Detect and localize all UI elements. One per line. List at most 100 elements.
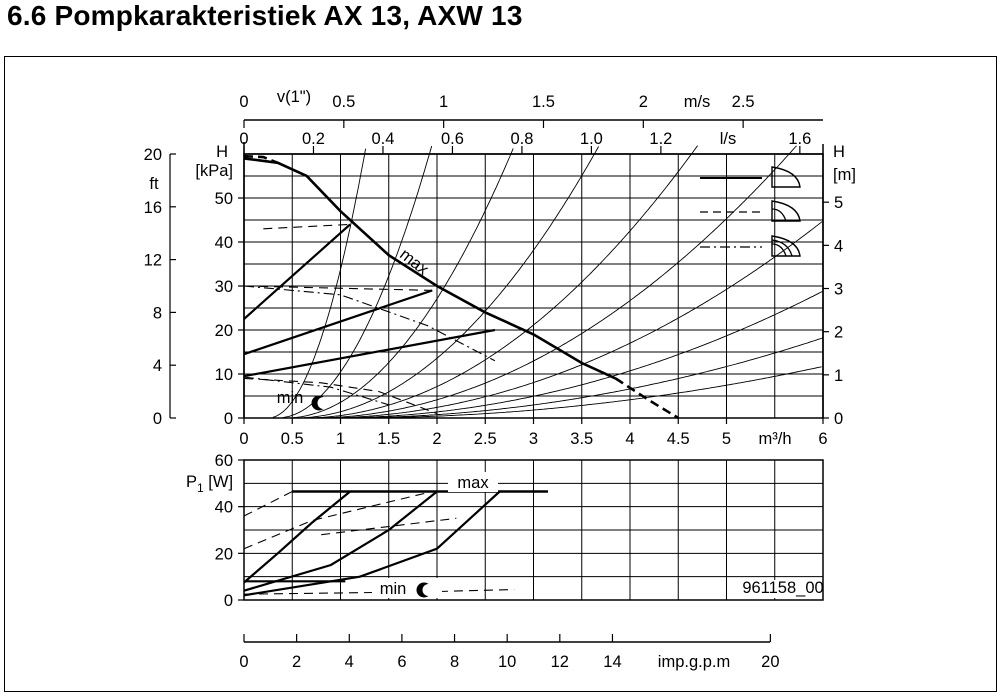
max-label: max: [396, 245, 432, 279]
power-curve: [243, 492, 428, 550]
power-curve: [243, 491, 293, 517]
pump-symbol-shape: [771, 166, 801, 188]
kpa-axis-unit-label: [kPa]: [195, 162, 233, 180]
legend-box: [695, 161, 810, 263]
imperial-tick-label: 8: [450, 653, 459, 671]
head-curve: [243, 285, 496, 362]
kpa-tick-label: 40: [215, 234, 233, 252]
head-curve: [243, 223, 351, 320]
x-unit-label: m³/h: [759, 430, 792, 448]
kpa-tick-label: 20: [215, 322, 233, 340]
x-tick-label: 5: [722, 430, 731, 448]
ft-tick-label: 8: [153, 304, 162, 322]
head-curve: [243, 328, 496, 378]
x-tick-label: 3.5: [570, 430, 593, 448]
x-tick-label: 3: [529, 430, 538, 448]
x-tick-label: 1.5: [377, 430, 400, 448]
power-tick-label: 40: [215, 499, 233, 517]
m-tick-label: 2: [834, 324, 843, 342]
ls-tick-label: 1.6: [788, 130, 811, 148]
m-axis-h-label: H: [833, 143, 845, 161]
imperial-tick-label: 20: [761, 653, 779, 671]
power-max-label-bg: [448, 472, 498, 492]
pump-symbol-shape: [771, 200, 801, 222]
power-curve: [243, 490, 438, 592]
night-mode-moon-icon: [311, 395, 330, 411]
head-curve: [243, 289, 433, 356]
head-curve: [243, 285, 433, 291]
ls-tick-label: 0.4: [371, 130, 394, 148]
imperial-tick-label: 0: [239, 653, 248, 671]
m-tick-label: 1: [834, 367, 843, 385]
velocity-tick-label: 1.5: [532, 93, 555, 111]
x-tick-label: 0.5: [281, 430, 304, 448]
power-tick-label: 20: [215, 545, 233, 563]
x-tick-label: 4: [625, 430, 634, 448]
moon-cutout: [317, 397, 330, 409]
ft-axis-label: ft: [149, 175, 159, 193]
max-head-curve: [243, 157, 617, 380]
max-head-curve: [614, 377, 679, 420]
system-curve: [333, 221, 823, 419]
pump-symbol-outer-arc: [771, 239, 793, 257]
system-curve: [343, 291, 823, 419]
ls-tick-label: 0.8: [510, 130, 533, 148]
power-curve: [243, 490, 501, 597]
power-axis-label: P1 [W]: [186, 473, 233, 495]
x-tick-label: 6: [818, 430, 827, 448]
power-tick-label: 60: [215, 452, 233, 470]
system-curve: [293, 148, 514, 419]
ls-tick-label: 0.6: [441, 130, 464, 148]
power-curve: [243, 490, 351, 584]
head-curve: [243, 377, 438, 415]
kpa-tick-label: 0: [224, 410, 233, 428]
ft-tick-label: 0: [153, 410, 162, 428]
power-max-label: max: [457, 474, 489, 492]
velocity-tick-label: 0.5: [332, 93, 355, 111]
x-tick-label: 0: [239, 430, 248, 448]
x-tick-label: 4.5: [667, 430, 690, 448]
ft-tick-label: 16: [144, 199, 162, 217]
system-curve: [323, 145, 797, 419]
m-tick-label: 5: [834, 194, 843, 212]
min-label: min: [277, 389, 304, 407]
power-curve: [321, 517, 457, 536]
x-tick-label: 2.5: [474, 430, 497, 448]
legend: [695, 161, 810, 263]
pump-curve-symbol-icon: [771, 235, 801, 257]
velocity-tick-label: 1: [439, 93, 448, 111]
ls-tick-label: 0.2: [302, 130, 325, 148]
moon-cutout: [422, 584, 435, 596]
system-curve: [283, 145, 433, 419]
power-min-label: min: [380, 580, 407, 598]
ft-tick-label: 20: [144, 146, 162, 164]
ft-tick-label: 12: [144, 252, 162, 270]
velocity-axis-name: v(1"): [277, 88, 311, 106]
imperial-tick-label: 10: [498, 653, 516, 671]
pump-symbol-inner-arc: [771, 243, 787, 257]
velocity-tick-label: 2: [639, 93, 648, 111]
velocity-tick-label: 0: [239, 93, 248, 111]
night-mode-moon-icon: [416, 582, 435, 598]
pump-curve-symbol-icon: [771, 200, 801, 222]
imperial-unit-label: imp.g.p.m: [658, 653, 730, 671]
system-curve: [272, 148, 367, 418]
m-axis-unit-label: [m]: [833, 166, 856, 184]
ls-tick-label: 1.2: [649, 130, 672, 148]
kpa-axis-h-label: H: [216, 143, 228, 161]
power-plot-frame: [243, 459, 824, 601]
pump-curve-symbol-icon: [771, 166, 801, 188]
x-tick-label: 1: [336, 430, 345, 448]
max-head-curve: [243, 154, 279, 165]
m-tick-label: 0: [834, 410, 843, 428]
figure-code-bg: [745, 580, 820, 598]
kpa-tick-label: 30: [215, 278, 233, 296]
ls-tick-label: 0: [239, 130, 248, 148]
system-curve: [354, 337, 824, 419]
power-tick-label: 0: [224, 592, 233, 610]
figure-frame: [4, 56, 997, 692]
velocity-tick-label: 2.5: [732, 93, 755, 111]
system-curve: [364, 366, 822, 419]
